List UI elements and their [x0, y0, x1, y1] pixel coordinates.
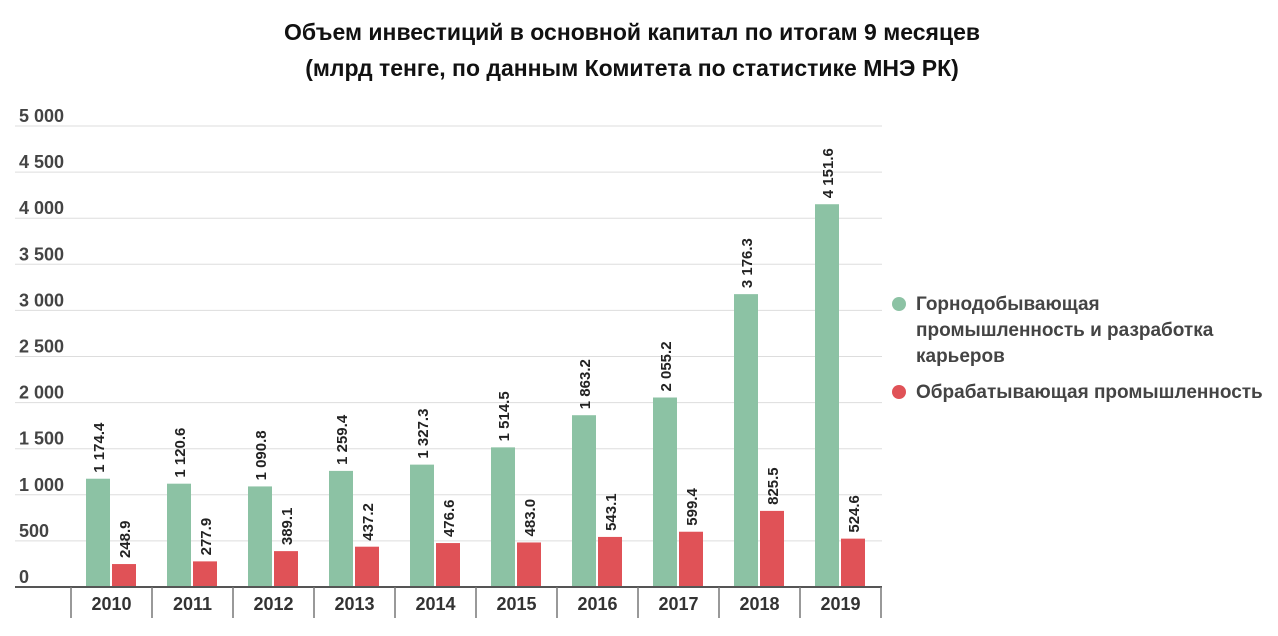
data-label: 599.4	[684, 488, 701, 526]
data-label: 476.6	[441, 500, 458, 538]
data-label: 277.9	[198, 518, 215, 556]
data-label: 1 327.3	[415, 409, 432, 459]
bar	[193, 561, 217, 587]
y-tick-label: 1 500	[19, 429, 64, 449]
y-tick-label: 4 500	[19, 152, 64, 172]
bar	[329, 470, 353, 587]
chart-title-block: Объем инвестиций в основной капитал по и…	[0, 14, 1264, 86]
data-label: 3 176.3	[739, 238, 756, 288]
y-tick-label: 1 000	[19, 475, 64, 495]
bar	[112, 564, 136, 587]
y-tick-label: 5 000	[19, 106, 64, 126]
data-label: 543.1	[603, 493, 620, 531]
data-label: 389.1	[279, 508, 296, 546]
x-tick-label: 2016	[577, 594, 617, 614]
bar	[517, 542, 541, 587]
data-label: 483.0	[522, 499, 539, 537]
data-label: 248.9	[117, 521, 134, 559]
x-tick-label: 2015	[496, 594, 536, 614]
bar	[734, 294, 758, 587]
bar	[841, 538, 865, 587]
data-label: 2 055.2	[658, 341, 675, 391]
y-tick-label: 500	[19, 521, 49, 541]
data-label: 1 174.4	[91, 422, 108, 473]
legend-label-manufacturing: Обрабатывающая промышленность	[916, 382, 1263, 403]
x-axis: 2010 2011 2012 2013 2014 2015 2016 2017 2018 2019	[15, 586, 882, 618]
x-tick-label: 2012	[253, 594, 293, 614]
bar	[248, 486, 272, 587]
x-tick-label: 2014	[415, 594, 455, 614]
bar	[491, 447, 515, 587]
y-tick-label: 2 000	[19, 383, 64, 403]
bar	[167, 483, 191, 587]
data-label: 1 514.5	[496, 391, 513, 441]
legend-item-manufacturing: Обрабатывающая промышленность	[892, 380, 1272, 406]
x-tick-label: 2018	[739, 594, 779, 614]
legend-label-mining: Горнодобывающая промышленность и разрабо…	[916, 294, 1214, 367]
data-label: 524.6	[846, 495, 863, 533]
data-label: 437.2	[360, 503, 377, 541]
bar	[598, 536, 622, 587]
bars: 1 174.4 248.9 1 120.6 277.9 1 090.8 389.1 1 25…	[86, 148, 865, 587]
bar	[653, 397, 677, 587]
y-tick-label: 3 000	[19, 290, 64, 310]
bar	[86, 478, 110, 587]
chart-title: Объем инвестиций в основной капитал по и…	[283, 19, 981, 45]
data-label: 1 259.4	[334, 414, 351, 465]
y-axis-tick-labels: 0 500 1 000 1 500 2 000 2 500 3 000 3 500 4 000 4…	[19, 106, 64, 587]
legend-item-mining: Горнодобывающая промышленность и разрабо…	[892, 292, 1272, 370]
bar	[679, 531, 703, 587]
data-label: 1 863.2	[577, 359, 594, 409]
legend: Горнодобывающая промышленность и разрабо…	[892, 292, 1272, 416]
bar	[410, 464, 434, 587]
x-tick-label: 2010	[91, 594, 131, 614]
x-tick-label: 2011	[173, 594, 212, 614]
data-label: 4 151.6	[820, 148, 837, 198]
data-label: 1 120.6	[172, 428, 189, 478]
bar	[355, 546, 379, 587]
data-label: 825.5	[765, 467, 782, 505]
y-tick-label: 2 500	[19, 337, 64, 357]
x-tick-label: 2013	[334, 594, 374, 614]
y-tick-label: 0	[19, 567, 29, 587]
bar	[274, 551, 298, 587]
bar	[436, 543, 460, 587]
x-tick-label: 2017	[658, 594, 698, 614]
chart-subtitle: (млрд тенге, по данным Комитета по стати…	[305, 55, 959, 81]
legend-dot-mining	[892, 297, 906, 311]
y-tick-label: 4 000	[19, 198, 64, 218]
data-label: 1 090.8	[253, 430, 270, 480]
bar	[572, 415, 596, 587]
bar	[760, 510, 784, 587]
y-tick-label: 3 500	[19, 244, 64, 264]
x-tick-label: 2019	[820, 594, 860, 614]
legend-dot-manufacturing	[892, 385, 906, 399]
bar	[815, 204, 839, 587]
